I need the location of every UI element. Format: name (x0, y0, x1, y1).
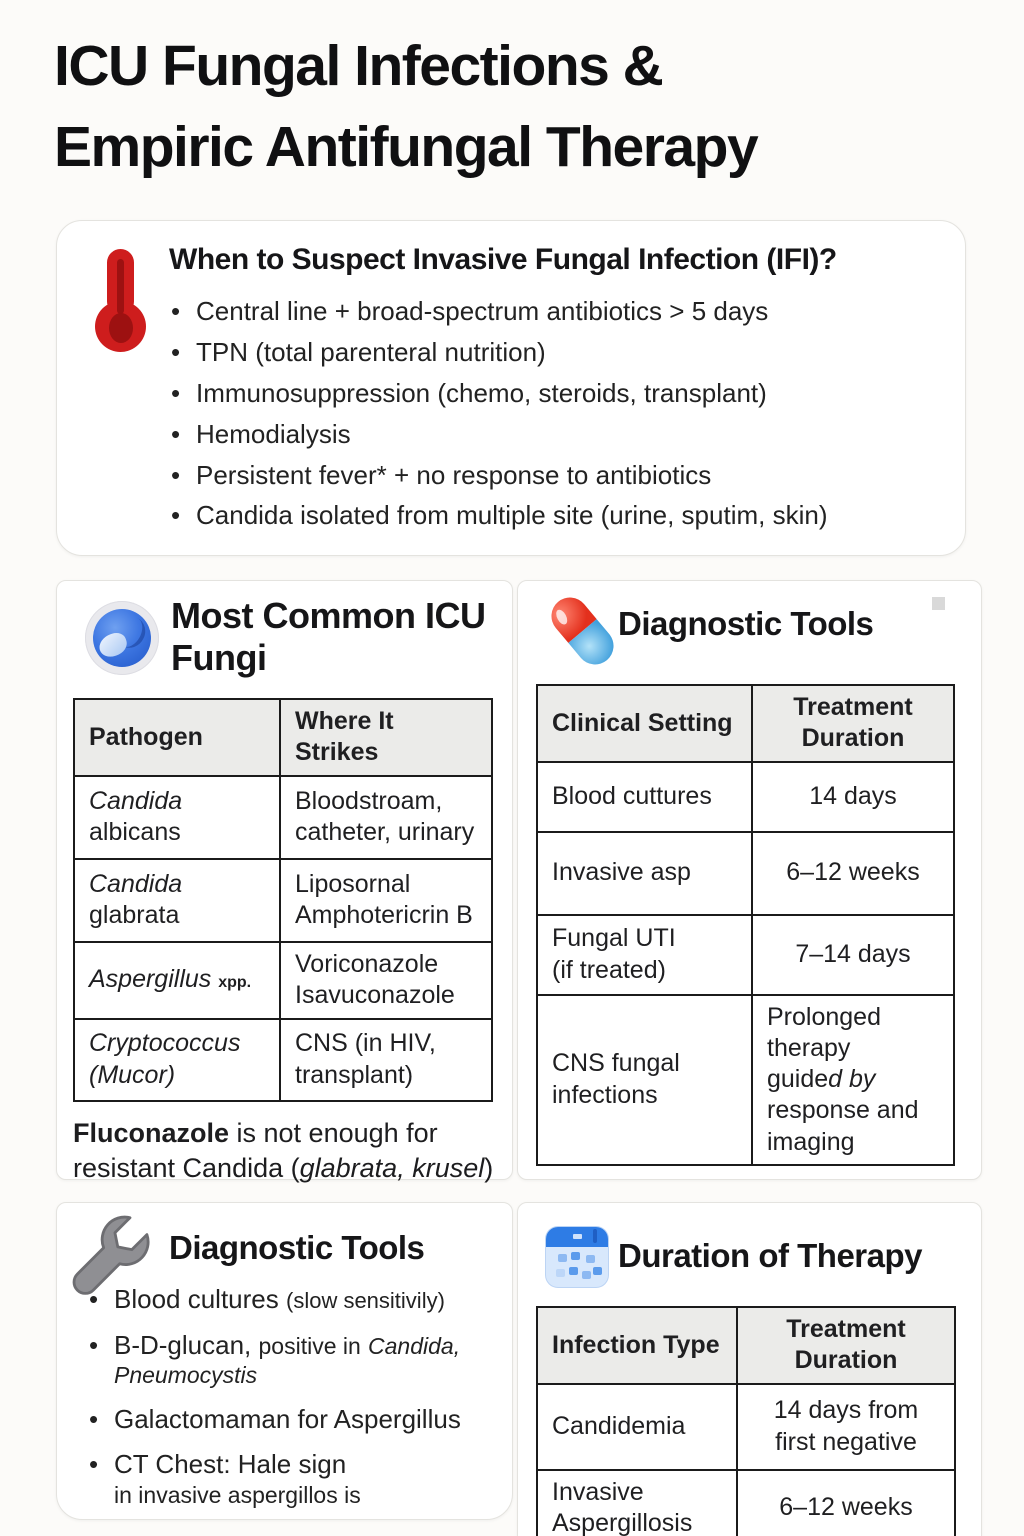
duration-cell: 7–14 days (751, 913, 955, 996)
column-header: Clinical Setting (536, 684, 753, 763)
table-row: Candidemia 14 days from first negative (536, 1382, 956, 1471)
pathogen-name: Aspergillus (89, 965, 212, 994)
fluconazole-footnote: Fluconazole is not enough for resistant … (73, 1116, 503, 1186)
footnote-bold: Fluconazole (73, 1118, 230, 1148)
common-fungi-card: Most Common ICU Fungi Pathogen Where It … (56, 580, 513, 1183)
strikes-cell: CNS (in HIV, transplant) (279, 1017, 493, 1102)
table-row: Blood cuttures 14 days (536, 760, 955, 833)
duration-cell: Prolonged therapy guided by response and… (751, 993, 955, 1166)
duration-cell: 14 days (751, 760, 955, 833)
table-row: Candida glabrata Liposornal Amphotericrin… (73, 857, 493, 943)
clinical-heading: Diagnostic Tools (618, 605, 874, 642)
pathogen-name: Cryptococcus (89, 1029, 241, 1058)
page-title: ICU Fungal Infections & Empiric Antifung… (54, 26, 984, 188)
fungi-heading: Most Common ICU Fungi (171, 595, 486, 678)
list-item: Galactomaman for Aspergillus (87, 1403, 522, 1436)
calendar-icon (546, 1227, 608, 1287)
wrench-icon (72, 1215, 150, 1295)
diagnostic-tools-table-card: Diagnostic Tools Clinical Setting Treatm… (517, 580, 982, 1180)
column-header: Where It Strikes (279, 698, 493, 777)
list-item: Blood cultures (slow sensitivily) (87, 1283, 522, 1316)
page-title-line1: ICU Fungal Infections & (54, 34, 664, 98)
strikes-cell: Bloodstroam, catheter, urinary (279, 774, 493, 860)
list-item: Central line + broad-spectrum antibiotic… (169, 296, 989, 327)
pathogen-name: Candida (89, 869, 183, 898)
pathogen-table: Pathogen Where It Strikes Candida albican… (73, 698, 493, 1102)
list-item: TPN (total parenteral nutrition) (169, 337, 989, 368)
column-header: Treatment Duration (736, 1306, 956, 1385)
clinical-setting-table: Clinical Setting Treatment Duration Bloo… (536, 684, 955, 1166)
suspect-bullet-list: Central line + broad-spectrum antibiotic… (169, 296, 989, 542)
infection-cell: Invasive Aspergillosis (536, 1468, 738, 1536)
setting-cell: Invasive asp (536, 830, 753, 916)
pathogen-name-suffix: xpp. (218, 974, 252, 992)
suspect-ifi-card: When to Suspect Invasive Fungal Infectio… (56, 220, 966, 556)
table-row: Aspergillus xpp. Voriconazole Isavuconaz… (73, 940, 493, 1020)
fungus-icon (85, 601, 159, 675)
infection-duration-table: Infection Type Treatment Duration Candid… (536, 1306, 956, 1536)
page-title-line2: Empiric Antifungal Therapy (54, 114, 759, 179)
pill-icon (543, 589, 622, 673)
duration-cell: 6–12 weeks (751, 830, 955, 916)
table-row: Candida albicans Bloodstroam, catheter, u… (73, 774, 493, 860)
decorative-square (932, 597, 945, 610)
pathogen-name-line2: glabrata (89, 901, 180, 929)
table-row: Invasive asp 6–12 weeks (536, 830, 955, 916)
column-header: Pathogen (73, 698, 281, 777)
diag-bullet-list: Blood cultures (slow sensitivily) B-D-gl… (87, 1283, 522, 1523)
table-row: Invasive Aspergillosis 6–12 weeks (536, 1468, 956, 1536)
list-item: Persistent fever* + no response to antib… (169, 460, 989, 491)
table-row: Cryptococcus (Mucor) CNS (in HIV, transpl… (73, 1017, 493, 1102)
table-row: CNS fungal infections Prolonged therapy … (536, 993, 955, 1166)
pathogen-name-line2: (Mucor) (89, 1060, 176, 1089)
footnote-end: ) (484, 1153, 494, 1184)
list-item: B-D-glucan, positive in Candida,Pneumocy… (87, 1329, 522, 1390)
duration-of-therapy-card: Duration of Therapy Infection Type Treat… (517, 1202, 982, 1536)
footnote-italic: glabrata, krusel (299, 1153, 485, 1184)
infection-cell: Candidemia (536, 1382, 738, 1471)
therapy-heading: Duration of Therapy (618, 1237, 923, 1274)
duration-cell: 14 days from first negative (736, 1382, 956, 1471)
strikes-cell: Voriconazole Isavuconazole (279, 940, 493, 1020)
column-header: Treatment Duration (751, 684, 955, 763)
setting-cell: Fungal UTI (if treated) (536, 913, 753, 996)
list-item: Hemodialysis (169, 419, 989, 450)
footnote-text: is not enough for resistant Candida ( (73, 1118, 438, 1184)
pathogen-name: Candida (89, 786, 183, 815)
list-item: Candida isolated from multiple site (uri… (169, 501, 989, 532)
strikes-cell: Liposornal Amphotericrin B (279, 857, 493, 943)
thermometer-icon (93, 249, 147, 352)
diag-heading: Diagnostic Tools (169, 1229, 425, 1266)
duration-cell: 6–12 weeks (736, 1468, 956, 1536)
list-item: Immunosuppression (chemo, steroids, tran… (169, 378, 989, 409)
setting-cell: Blood cuttures (536, 760, 753, 833)
setting-cell: CNS fungal infections (536, 993, 753, 1166)
suspect-heading: When to Suspect Invasive Fungal Infectio… (169, 243, 837, 276)
pathogen-name-line2: albicans (89, 818, 181, 846)
diagnostic-tools-list-card: Diagnostic Tools Blood cultures (slow se… (56, 1202, 513, 1520)
table-row: Fungal UTI (if treated) 7–14 days (536, 913, 955, 996)
column-header: Infection Type (536, 1306, 738, 1385)
